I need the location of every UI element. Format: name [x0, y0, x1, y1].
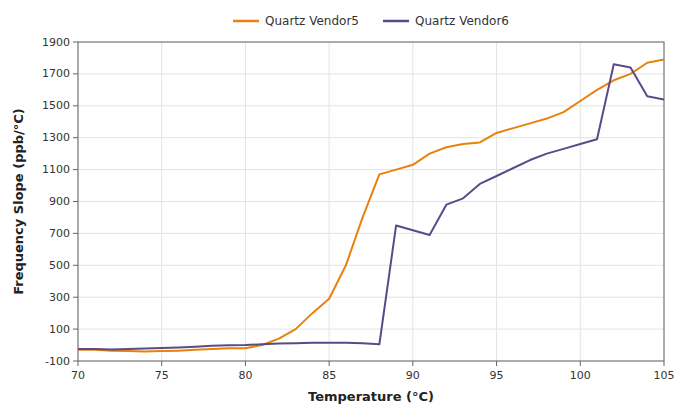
plot-frame	[78, 42, 664, 361]
tick-label-x: 100	[570, 369, 591, 382]
grid-line-x	[161, 42, 162, 361]
tick-label-y: 300	[49, 291, 70, 304]
legend-item: Quartz Vendor6	[383, 14, 509, 28]
tick-y	[73, 233, 78, 234]
grid-line-x	[580, 42, 581, 361]
tick-label-y: 700	[49, 227, 70, 240]
tick-x	[496, 361, 497, 366]
grid-line-y	[78, 169, 664, 170]
tick-y	[73, 201, 78, 202]
tick-label-y: 900	[49, 195, 70, 208]
tick-x	[664, 361, 665, 366]
series-line	[78, 64, 664, 349]
grid-line-y	[78, 297, 664, 298]
x-axis-label: Temperature (°C)	[308, 389, 434, 404]
grid-line-x	[412, 42, 413, 361]
tick-label-y: 500	[49, 259, 70, 272]
tick-x	[329, 361, 330, 366]
legend-swatch	[233, 20, 259, 23]
tick-label-y: -100	[45, 355, 70, 368]
tick-label-y: 100	[49, 323, 70, 336]
grid-line-x	[496, 42, 497, 361]
grid-line-y	[78, 105, 664, 106]
tick-x	[412, 361, 413, 366]
tick-y	[73, 297, 78, 298]
legend-swatch	[383, 20, 409, 23]
grid-line-y	[78, 233, 664, 234]
grid-line-x	[329, 42, 330, 361]
tick-x	[580, 361, 581, 366]
tick-x	[161, 361, 162, 366]
chart: -100 100 300 500 700 900 1100 1300 1500 1700 1900 7…	[0, 0, 686, 413]
tick-label-x: 75	[155, 369, 169, 382]
grid-line-y	[78, 73, 664, 74]
y-axis-label: Frequency Slope (ppb/°C)	[11, 108, 26, 295]
tick-label-y: 1700	[42, 67, 70, 80]
series-group	[78, 60, 664, 352]
tick-y	[73, 73, 78, 74]
grid-line-y	[78, 265, 664, 266]
axes: -100 100 300 500 700 900 1100 1300 1500 1700 1900 7…	[42, 36, 675, 383]
tick-y	[73, 265, 78, 266]
legend: Quartz Vendor5 Quartz Vendor6	[233, 14, 509, 28]
tick-y	[73, 329, 78, 330]
tick-label-x: 105	[654, 369, 675, 382]
tick-y	[73, 105, 78, 106]
tick-label-x: 70	[71, 369, 85, 382]
tick-x	[245, 361, 246, 366]
grid-line-y	[78, 137, 664, 138]
tick-x	[78, 361, 79, 366]
series-line	[78, 60, 664, 352]
tick-label-x: 85	[322, 369, 336, 382]
grid	[78, 42, 664, 361]
tick-label-x: 95	[490, 369, 504, 382]
tick-y	[73, 361, 78, 362]
tick-label-y: 1300	[42, 131, 70, 144]
tick-y	[73, 169, 78, 170]
grid-line-y	[78, 329, 664, 330]
legend-label: Quartz Vendor5	[265, 14, 359, 28]
tick-label-y: 1500	[42, 99, 70, 112]
grid-line-x	[245, 42, 246, 361]
tick-label-x: 90	[406, 369, 420, 382]
grid-line-y	[78, 201, 664, 202]
tick-label-y: 1900	[42, 36, 70, 49]
tick-label-y: 1100	[42, 163, 70, 176]
tick-y	[73, 137, 78, 138]
tick-y	[73, 42, 78, 43]
legend-label: Quartz Vendor6	[415, 14, 509, 28]
legend-item: Quartz Vendor5	[233, 14, 359, 28]
tick-label-x: 80	[238, 369, 252, 382]
